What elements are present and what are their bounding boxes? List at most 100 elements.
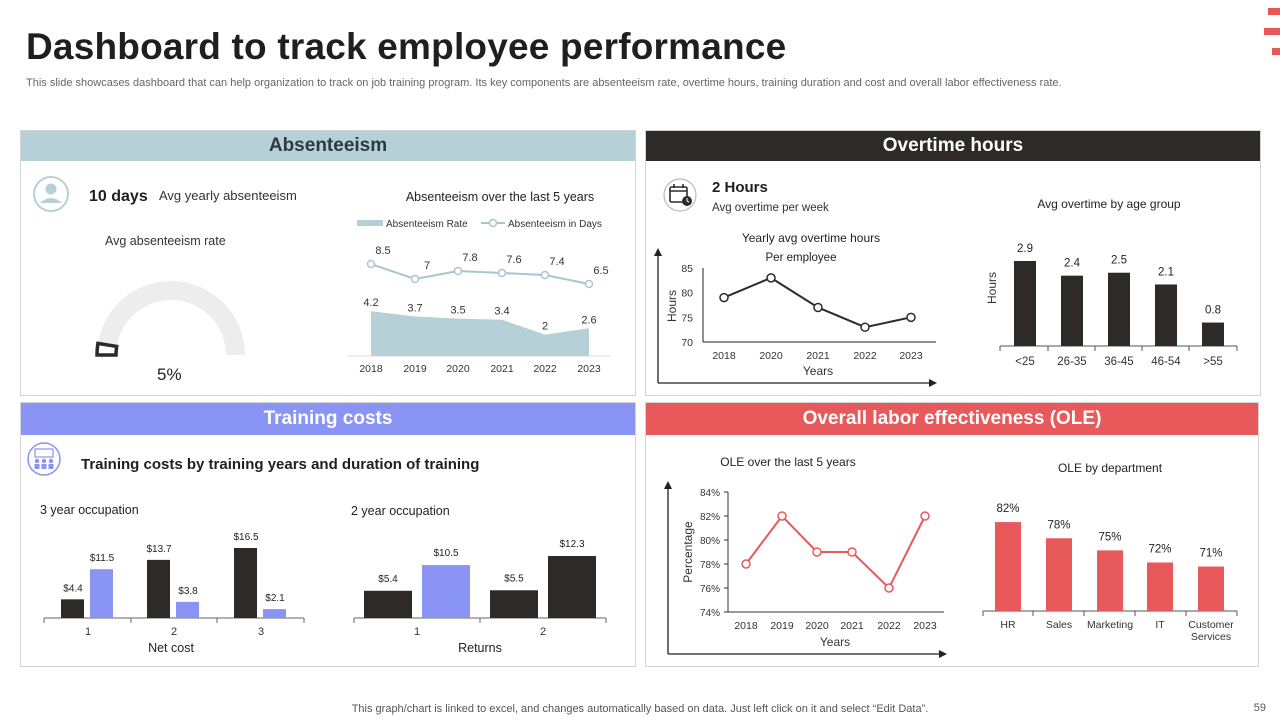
abs-days-point xyxy=(540,270,550,280)
ot-line-point xyxy=(860,322,870,332)
ole-line-point xyxy=(920,511,930,521)
legend-label-days: Absenteeism in Days xyxy=(508,219,602,230)
absenteeism-header: Absenteeism xyxy=(21,131,635,161)
legend-label-rate: Absenteeism Rate xyxy=(386,219,468,230)
ot-y-arrowhead xyxy=(654,248,662,256)
tc3-xtick: 3 xyxy=(258,626,264,638)
ole-xtick: 2021 xyxy=(840,620,864,632)
ot-age-xtick: >55 xyxy=(1203,356,1223,368)
tc3-xtick: 2 xyxy=(171,626,177,638)
tc2-bar-label: $12.3 xyxy=(559,539,584,550)
ole-ytick: 80% xyxy=(700,536,720,547)
ole-header: Overall labor effectiveness (OLE) xyxy=(646,403,1258,435)
tc3-bar xyxy=(90,569,113,618)
tc2-bar-label: $5.4 xyxy=(378,574,398,585)
abs-days-point xyxy=(584,279,594,289)
abs-trend-xtick: 2021 xyxy=(490,363,514,375)
ole-xtick: 2023 xyxy=(913,620,937,632)
ole-dept-xtick: Customer xyxy=(1188,619,1234,631)
ole-dept-xtick: IT xyxy=(1155,619,1165,631)
ole-xlabel: Years xyxy=(820,635,850,649)
tc2-bar xyxy=(422,565,470,618)
ole-ytick: 76% xyxy=(700,584,720,595)
abs-rate-label: 2 xyxy=(542,321,548,333)
ot-line-point xyxy=(813,302,823,313)
training-panel-graphics: Training costs by training years and dur… xyxy=(27,442,607,655)
ot-bar-ylabel: Hours xyxy=(985,272,999,304)
tc2-xtick: 1 xyxy=(414,626,420,638)
ole-dept-bar-label: 75% xyxy=(1098,531,1121,543)
user-circle-icon xyxy=(33,176,69,212)
ole-ytick: 82% xyxy=(700,512,720,523)
ot-age-bar-label: 2.9 xyxy=(1017,243,1033,255)
abs-rate-label: 3.5 xyxy=(450,305,465,317)
ole-ytick: 74% xyxy=(700,608,720,619)
tc3-xlabel: Net cost xyxy=(148,641,194,655)
ole-x-arrowhead xyxy=(939,650,947,658)
tc3-bar-label: $2.1 xyxy=(265,593,285,604)
ole-dept-bar-label: 82% xyxy=(996,503,1019,515)
page-title: Dashboard to track employee performance xyxy=(26,26,787,67)
abs-trend-xtick: 2020 xyxy=(446,363,470,375)
overtime-header: Overtime hours xyxy=(646,131,1260,161)
ole-ytick: 84% xyxy=(700,488,720,499)
corner-decoration xyxy=(1260,0,1280,60)
calendar-clock-icon xyxy=(663,178,697,212)
tc3-bar xyxy=(176,601,199,618)
tc3-bar-label: $16.5 xyxy=(233,532,258,543)
ole-xtick: 2020 xyxy=(805,620,829,632)
tc2-xlabel: Returns xyxy=(458,641,502,655)
abs-days-line xyxy=(370,263,590,285)
overtime-panel: Overtime hours 2 Hours Avg overtime per … xyxy=(645,130,1261,396)
ot-line-point xyxy=(719,292,729,303)
training-3yr-bar-chart: 3 year occupation $4.4 $11.5 1 $13.7 $3.8 2 $16… xyxy=(40,503,305,655)
overtime-age-bar-chart: Avg overtime by age group Hours 2.9 <25 2.4 2… xyxy=(985,197,1238,368)
ole-dept-bar xyxy=(1097,550,1123,611)
page-subtitle: This slide showcases dashboard that can … xyxy=(26,77,1062,89)
ole-xtick: 2022 xyxy=(877,620,901,632)
ot-bar-title: Avg overtime by age group xyxy=(1037,197,1181,211)
ot-age-xtick: 26-35 xyxy=(1057,356,1086,368)
ole-ylabel: Percentage xyxy=(681,521,695,583)
ole-dept-bar xyxy=(1198,566,1224,611)
ot-line-series xyxy=(723,276,912,329)
abs-trend-xtick: 2019 xyxy=(403,363,427,375)
abs-kpi-label: Avg yearly absenteeism xyxy=(159,188,297,203)
abs-trend-title: Absenteeism over the last 5 years xyxy=(406,190,594,204)
ole-line-point xyxy=(777,511,787,521)
ot-age-bar-label: 2.5 xyxy=(1111,255,1127,267)
ot-xtick: 2023 xyxy=(899,350,923,362)
tc3-xtick: 1 xyxy=(85,626,91,638)
ole-panel-graphics: OLE over the last 5 years 74% 76% 78% 80% 82%… xyxy=(664,455,1238,658)
abs-trend-xtick: 2018 xyxy=(359,363,383,375)
ole-department-bar-chart: OLE by department 82% HR 78% Sales 75% Marketi… xyxy=(982,461,1238,643)
abs-days-label: 6.5 xyxy=(593,265,608,277)
training-2yr-bar-chart: 2 year occupation $5.4 $10.5 1 $5.5 $12.3 2 Ret… xyxy=(351,504,607,655)
ole-panel: Overall labor effectiveness (OLE) OLE ov… xyxy=(645,402,1259,667)
ole-dept-bar-label: 71% xyxy=(1199,548,1222,560)
ot-kpi-value: 2 Hours xyxy=(712,179,768,196)
tc2-bar xyxy=(364,590,412,618)
ole-line-point xyxy=(812,547,822,557)
ole-xtick: 2018 xyxy=(734,620,758,632)
tc2-bar-label: $10.5 xyxy=(433,548,458,559)
abs-days-point xyxy=(410,274,420,284)
ot-line-point xyxy=(906,312,916,323)
gauge-chart xyxy=(95,281,245,357)
tc3-bar-label: $13.7 xyxy=(146,544,171,555)
ole-dept-xtick: Sales xyxy=(1046,619,1072,631)
ole-dept-bar-label: 78% xyxy=(1047,519,1070,531)
ot-age-bar xyxy=(1202,322,1224,346)
abs-days-label: 8.5 xyxy=(375,245,390,257)
legend-swatch-rate xyxy=(357,220,383,226)
absenteeism-trend-chart: Absenteeism over the last 5 years Absente… xyxy=(348,190,611,375)
abs-kpi-value: 10 days xyxy=(89,188,148,205)
abs-rate-area xyxy=(371,311,589,356)
ot-age-xtick: 36-45 xyxy=(1104,356,1133,368)
ot-age-bar xyxy=(1061,275,1083,346)
abs-days-point xyxy=(453,266,463,276)
ot-age-bar-label: 2.1 xyxy=(1158,266,1174,278)
overtime-panel-graphics: 2 Hours Avg overtime per week Yearly avg… xyxy=(654,178,1238,387)
ot-xlabel: Years xyxy=(803,364,833,378)
ole-line-title: OLE over the last 5 years xyxy=(720,455,855,469)
